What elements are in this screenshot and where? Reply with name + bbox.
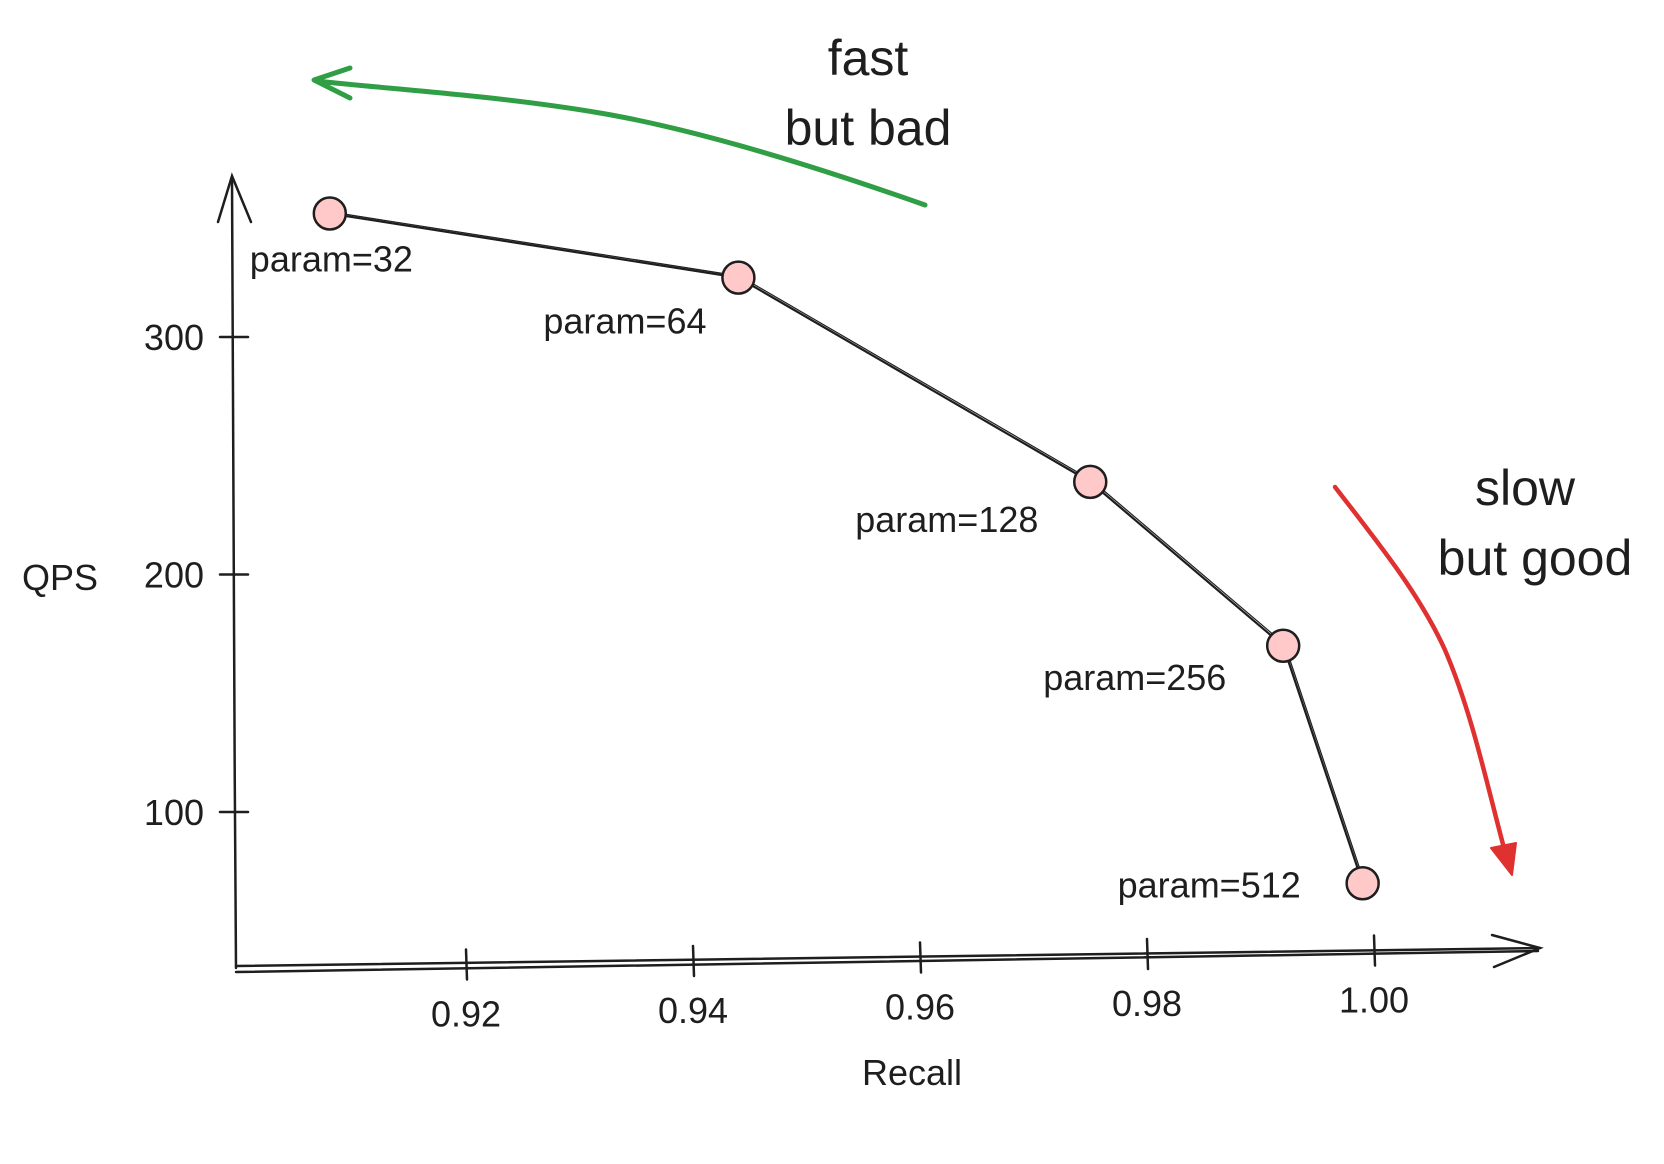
x-tick-mark xyxy=(691,944,696,978)
y-axis-arrowhead xyxy=(216,172,253,224)
x-axis-ticks: 0.92 0.94 0.96 0.98 1.00 xyxy=(431,934,1409,1034)
y-axis-label: QPS xyxy=(22,557,98,598)
x-tick-mark xyxy=(1145,937,1150,971)
point-label: param=128 xyxy=(855,499,1038,540)
annotation-fast-line2: but bad xyxy=(785,100,952,156)
x-tick-label: 0.98 xyxy=(1112,983,1182,1024)
y-axis-line xyxy=(230,176,238,970)
y-tick-label: 200 xyxy=(144,555,204,596)
data-point xyxy=(1073,464,1108,500)
x-tick-label: 0.94 xyxy=(658,990,728,1031)
y-tick-label: 300 xyxy=(144,317,204,358)
red-arrowhead-icon xyxy=(1490,842,1517,876)
y-axis-ticks: 100 200 300 xyxy=(144,317,250,833)
x-axis-arrowhead xyxy=(1490,933,1544,969)
annotation-slow-line1: slow xyxy=(1475,460,1576,516)
annotation-slow-line2: but good xyxy=(1438,530,1633,586)
green-arrow-icon xyxy=(311,65,928,208)
red-arrow-icon xyxy=(1332,484,1513,873)
series-path-sketch xyxy=(331,211,1365,882)
point-labels: param=32 param=64 param=128 param=256 param=… xyxy=(250,239,1301,906)
x-tick-label: 0.92 xyxy=(431,993,501,1034)
annotation-fast-line1: fast xyxy=(828,30,909,86)
axes xyxy=(216,172,1544,974)
data-points xyxy=(312,196,1380,901)
data-point xyxy=(1265,628,1301,663)
data-point xyxy=(721,260,756,295)
x-tick-label: 0.96 xyxy=(885,986,955,1027)
x-tick-mark xyxy=(1372,934,1377,967)
x-tick-mark xyxy=(918,941,923,974)
y-tick-label: 100 xyxy=(144,792,204,833)
point-label: param=256 xyxy=(1043,657,1226,698)
x-axis-line-sketch xyxy=(234,949,1540,974)
data-point xyxy=(1345,866,1380,901)
annotation-slow: slow but good xyxy=(1332,460,1633,876)
x-tick-mark xyxy=(464,948,469,981)
data-point xyxy=(312,196,348,231)
point-label: param=64 xyxy=(543,301,706,342)
point-label: param=512 xyxy=(1118,864,1301,905)
x-axis-label: Recall xyxy=(862,1052,962,1093)
series-path xyxy=(329,212,1364,884)
annotation-fast: fast but bad xyxy=(311,30,952,208)
x-axis-line xyxy=(234,946,1542,968)
x-tick-label: 1.00 xyxy=(1339,979,1409,1020)
series-line xyxy=(329,211,1365,884)
point-label: param=32 xyxy=(250,239,413,280)
